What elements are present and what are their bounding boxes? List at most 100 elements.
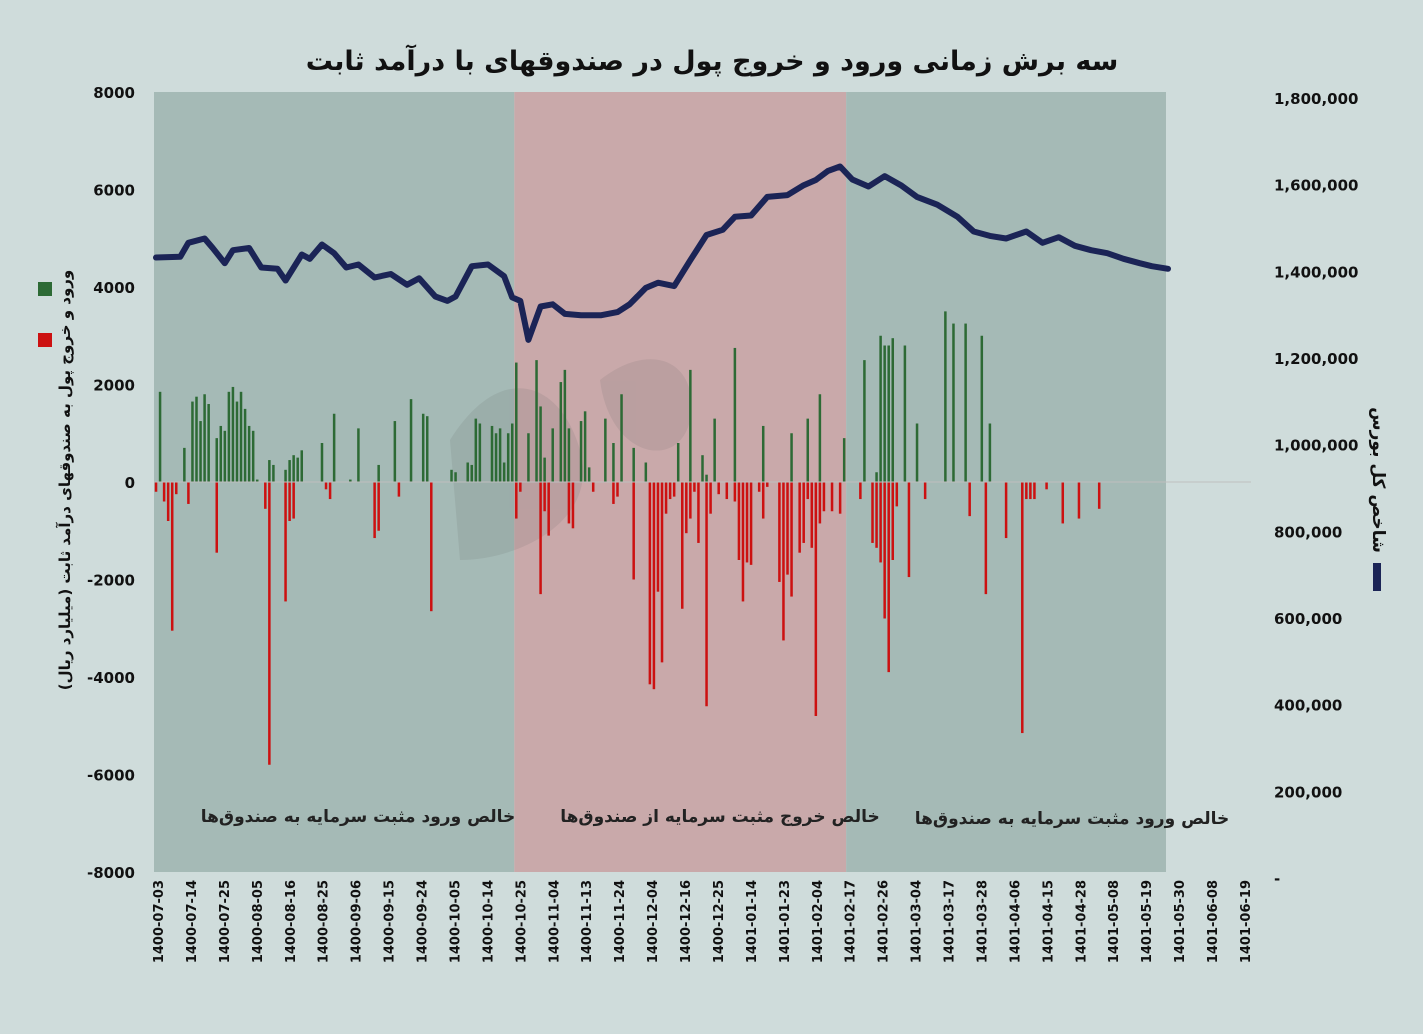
left-tick-label: 8000 [93,84,135,102]
inflow-bar [450,469,453,482]
inflow-bar [195,396,198,482]
inflow-bar [551,428,554,482]
left-axis-label: ورود و خروج پول به صندوقهای درآمد ثابت (… [56,270,75,691]
outflow-bar [1004,482,1008,539]
left-tick-label: -2000 [87,572,135,590]
inflow-bar [887,345,890,482]
inflow-bar [510,423,514,482]
outflow-bar [733,482,737,502]
inflow-bar [879,335,882,482]
inflow-bar [579,421,583,482]
inflow-bar [377,464,380,482]
outflow-bar [818,482,822,524]
outflow-bar [648,482,652,685]
outflow-bar [1033,482,1036,500]
outflow-bar [681,482,684,609]
outflow-bar [871,482,874,543]
x-tick-label: 1401-05-08 [1107,880,1122,963]
inflow-bar [506,433,510,482]
right-tick-label: 800,000 [1274,523,1342,541]
x-tick-label: 1401-04-06 [1008,880,1023,963]
x-tick-label: 1401-04-28 [1074,880,1089,963]
x-tick-label: 1401-05-30 [1173,880,1188,963]
inflow-bar [490,425,494,482]
x-tick-label: 1400-09-24 [416,880,431,963]
x-tick-label: 1400-07-25 [218,880,233,963]
right-axis-label: شاخص کل بورس [1368,407,1388,553]
inflow-bar [215,438,218,482]
x-tick-label: 1400-11-04 [547,880,562,963]
outflow-bar [757,482,761,492]
inflow-bar [349,479,352,482]
outflow-bar [672,482,676,497]
outflow-bar [668,482,672,500]
outflow-bar [656,482,660,592]
inflow-bar [183,447,186,482]
inflow-bar [251,430,255,482]
bars-group [154,311,1101,765]
left-tick-label: 0 [125,474,135,492]
inflow-bar [243,408,247,482]
inflow-bar [733,347,737,482]
inflow-bar [875,472,878,482]
x-tick-label: 1401-05-19 [1140,880,1155,963]
outflow-bar [810,482,814,548]
inflow-bar [219,425,223,482]
x-tick-label: 1400-09-15 [383,880,398,963]
inflow-bar [191,401,194,482]
inflow-bar [988,423,992,482]
inflow-bar [502,462,506,482]
right-tick-label: 1,000,000 [1274,437,1358,455]
outflow-bar [215,482,218,553]
outflow-bar [170,482,174,631]
left-tick-label: -4000 [87,669,135,687]
inflow-bar [891,338,895,482]
inflow-bar [239,391,243,482]
x-tick-label: 1401-03-04 [910,880,925,963]
inflow-bar [689,369,692,482]
outflow-bar [745,482,749,563]
inflow-bar [288,460,291,482]
inflow-bar [587,467,591,482]
outflow-bar [547,482,550,536]
x-tick-label: 1400-10-14 [481,880,496,963]
outflow-bar [515,482,518,519]
outflow-bar [571,482,575,529]
outflow-bar [798,482,801,553]
outflow-bar [923,482,927,500]
inflow-bar [320,443,324,482]
outflow-bar [268,482,271,765]
legend-index-swatch [1373,563,1381,591]
inflow-bar [235,401,239,482]
inflow-bar [409,399,413,482]
left-tick-label: -8000 [87,864,135,882]
inflow-bar [527,433,530,482]
x-tick-label: 1400-08-05 [251,880,266,963]
outflow-bar [782,482,785,641]
inflow-bar [567,428,571,482]
inflow-bar [454,472,457,482]
outflow-bar [1097,482,1101,509]
outflow-bar [814,482,818,716]
x-tick-label: 1401-01-14 [745,880,760,963]
x-tick-label: 1400-07-03 [152,880,167,963]
outflow-bar [1077,482,1081,519]
inflow-bar [466,462,469,482]
outflow-bar [1029,482,1032,500]
region-label-1: خالص ورود مثبت سرمایه به صندوق‌ها [201,807,516,827]
inflow-bar [332,413,336,482]
inflow-bar [903,345,907,482]
region-label-3: خالص ورود مثبت سرمایه به صندوق‌ها [915,809,1230,829]
outflow-bar [1021,482,1024,734]
right-tick-label: 400,000 [1274,697,1342,715]
inflow-bar [357,428,360,482]
outflow-bar [187,482,190,504]
outflow-bar [430,482,433,612]
x-tick-label: 1401-01-23 [778,880,793,963]
right-tick-label: 1,400,000 [1274,263,1358,281]
inflow-bar [644,462,648,482]
inflow-bar [980,335,984,482]
region-label-2: خالص خروج مثبت سرمایه از صندوق‌ها [560,807,879,827]
left-tick-label: 6000 [93,182,135,200]
inflow-bar [227,391,231,482]
